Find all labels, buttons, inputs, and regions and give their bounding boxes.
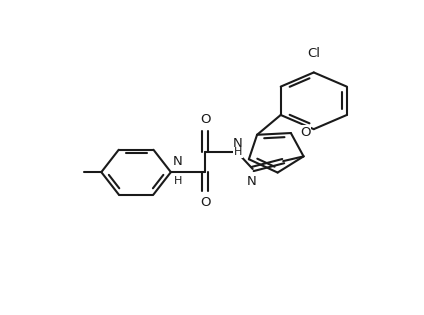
Text: N: N <box>247 175 257 188</box>
Text: N: N <box>173 155 183 168</box>
Text: H: H <box>234 147 242 157</box>
Text: Cl: Cl <box>307 48 320 60</box>
Text: O: O <box>300 126 311 139</box>
Text: N: N <box>233 137 243 150</box>
Text: O: O <box>201 196 211 209</box>
Text: O: O <box>201 113 211 126</box>
Text: H: H <box>174 176 182 186</box>
